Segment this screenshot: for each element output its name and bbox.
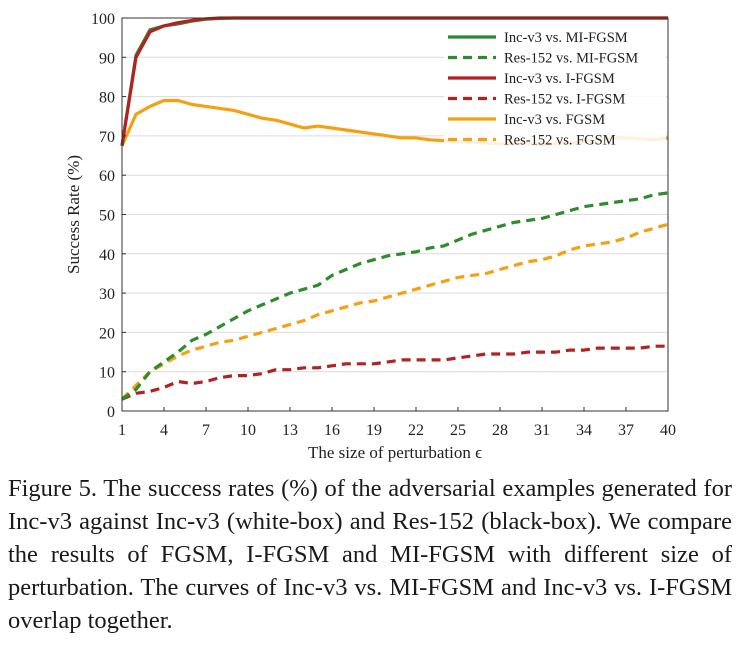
y-axis-label: Success Rate (%) [64,155,83,274]
x-tick-label: 37 [618,422,634,439]
legend-label: Inc-v3 vs. MI-FGSM [504,30,628,46]
y-tick-label: 30 [99,286,115,303]
y-tick-label: 20 [99,325,115,342]
y-tick-label: 50 [99,208,115,225]
x-tick-label: 13 [282,422,298,439]
series-line-res-152-vs-i-fgsm [121,344,668,401]
legend: Inc-v3 vs. MI-FGSM Res-152 vs. MI-FGSM Inc… [448,30,638,149]
y-tick-label: 0 [107,404,115,421]
legend-label: Res-152 vs. MI-FGSM [504,51,638,67]
y-tick-label: 80 [99,90,115,107]
x-axis-label: The size of perturbation ϵ [308,443,482,462]
legend-label: Res-152 vs. I-FGSM [504,92,625,108]
y-tick-label: 100 [91,11,115,28]
x-tick-label: 4 [160,422,168,439]
x-tick-label: 31 [534,422,550,439]
x-tick-label: 7 [202,422,210,439]
figure-caption: Figure 5. The success rates (%) of the a… [8,475,732,634]
y-tick-label: 40 [99,247,115,264]
legend-label: Inc-v3 vs. I-FGSM [504,71,615,87]
x-tick-label: 25 [450,422,466,439]
y-tick-label: 10 [99,365,115,382]
x-tick-label: 1 [118,422,126,439]
x-tick-label: 34 [576,422,592,439]
x-tick-label: 40 [660,422,676,439]
y-tick-label: 90 [99,50,115,67]
x-tick-label: 22 [408,422,424,439]
legend-label: Inc-v3 vs. FGSM [504,112,605,128]
x-tick-label: 10 [240,422,256,439]
y-tick-label: 60 [99,168,115,185]
series-line-res-152-vs-mi-fgsm [121,191,669,401]
x-tick-label: 16 [324,422,340,439]
success-rate-chart: 0 10 20 30 40 50 60 70 80 90 100 1 4 7 10 13 16 19 22 25 28 3… [64,11,676,462]
legend-label: Res-152 vs. FGSM [504,133,616,149]
series-line-res-152-vs-fgsm [120,222,669,401]
x-tick-label: 19 [366,422,382,439]
legend-box [444,24,666,153]
x-tick-label: 28 [492,422,508,439]
axis-ticks: 0 10 20 30 40 50 60 70 80 90 100 1 4 7 10 13 16 19 22 25 28 3… [91,11,676,439]
y-tick-label: 70 [99,129,115,146]
